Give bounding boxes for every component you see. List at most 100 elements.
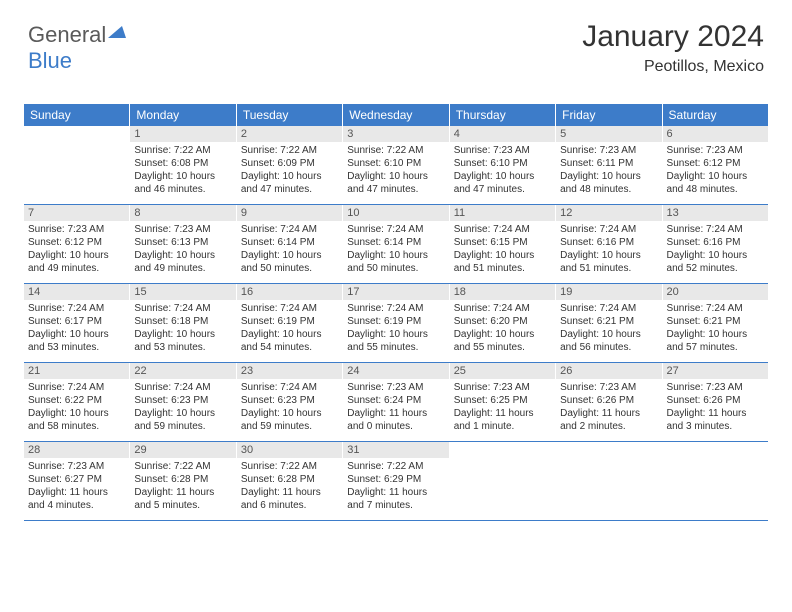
calendar-cell: 15Sunrise: 7:24 AMSunset: 6:18 PMDayligh… <box>130 284 236 362</box>
day-details: Sunrise: 7:23 AMSunset: 6:12 PMDaylight:… <box>663 142 768 200</box>
calendar-cell: 14Sunrise: 7:24 AMSunset: 6:17 PMDayligh… <box>24 284 130 362</box>
logo-triangle-icon <box>108 18 126 44</box>
logo-text-2: Blue <box>28 48 72 73</box>
calendar-cell: 26Sunrise: 7:23 AMSunset: 6:26 PMDayligh… <box>556 363 662 441</box>
header: January 2024 Peotillos, Mexico <box>582 20 764 76</box>
calendar-week: 7Sunrise: 7:23 AMSunset: 6:12 PMDaylight… <box>24 205 768 284</box>
day-details: Sunrise: 7:24 AMSunset: 6:23 PMDaylight:… <box>237 379 342 437</box>
day-number: 22 <box>130 363 235 379</box>
day-details: Sunrise: 7:24 AMSunset: 6:14 PMDaylight:… <box>343 221 448 279</box>
calendar-cell: 27Sunrise: 7:23 AMSunset: 6:26 PMDayligh… <box>663 363 768 441</box>
day-details: Sunrise: 7:24 AMSunset: 6:23 PMDaylight:… <box>130 379 235 437</box>
day-details: Sunrise: 7:23 AMSunset: 6:13 PMDaylight:… <box>130 221 235 279</box>
calendar-cell: 5Sunrise: 7:23 AMSunset: 6:11 PMDaylight… <box>556 126 662 204</box>
day-number: 6 <box>663 126 768 142</box>
calendar-cell: 25Sunrise: 7:23 AMSunset: 6:25 PMDayligh… <box>450 363 556 441</box>
weekday-label: Sunday <box>24 104 130 126</box>
calendar-cell: 4Sunrise: 7:23 AMSunset: 6:10 PMDaylight… <box>450 126 556 204</box>
calendar-cell: 13Sunrise: 7:24 AMSunset: 6:16 PMDayligh… <box>663 205 768 283</box>
calendar-cell: 23Sunrise: 7:24 AMSunset: 6:23 PMDayligh… <box>237 363 343 441</box>
day-details: Sunrise: 7:23 AMSunset: 6:26 PMDaylight:… <box>556 379 661 437</box>
calendar-cell: 12Sunrise: 7:24 AMSunset: 6:16 PMDayligh… <box>556 205 662 283</box>
calendar-cell: 24Sunrise: 7:23 AMSunset: 6:24 PMDayligh… <box>343 363 449 441</box>
logo: General Blue <box>28 18 126 74</box>
location: Peotillos, Mexico <box>582 58 764 76</box>
calendar-cell: 28Sunrise: 7:23 AMSunset: 6:27 PMDayligh… <box>24 442 130 520</box>
calendar-cell: 11Sunrise: 7:24 AMSunset: 6:15 PMDayligh… <box>450 205 556 283</box>
day-details: Sunrise: 7:23 AMSunset: 6:27 PMDaylight:… <box>24 458 129 516</box>
day-details: Sunrise: 7:22 AMSunset: 6:28 PMDaylight:… <box>237 458 342 516</box>
day-number: 2 <box>237 126 342 142</box>
calendar-cell <box>663 442 768 520</box>
calendar-cell: 22Sunrise: 7:24 AMSunset: 6:23 PMDayligh… <box>130 363 236 441</box>
day-number: 19 <box>556 284 661 300</box>
calendar-cell: 21Sunrise: 7:24 AMSunset: 6:22 PMDayligh… <box>24 363 130 441</box>
day-number: 18 <box>450 284 555 300</box>
day-number: 26 <box>556 363 661 379</box>
calendar-cell: 29Sunrise: 7:22 AMSunset: 6:28 PMDayligh… <box>130 442 236 520</box>
calendar-cell: 18Sunrise: 7:24 AMSunset: 6:20 PMDayligh… <box>450 284 556 362</box>
day-details: Sunrise: 7:24 AMSunset: 6:19 PMDaylight:… <box>343 300 448 358</box>
day-number: 8 <box>130 205 235 221</box>
calendar-cell: 8Sunrise: 7:23 AMSunset: 6:13 PMDaylight… <box>130 205 236 283</box>
day-details: Sunrise: 7:23 AMSunset: 6:11 PMDaylight:… <box>556 142 661 200</box>
day-number: 23 <box>237 363 342 379</box>
weekday-label: Tuesday <box>237 104 343 126</box>
calendar-week: 14Sunrise: 7:24 AMSunset: 6:17 PMDayligh… <box>24 284 768 363</box>
calendar-week: 21Sunrise: 7:24 AMSunset: 6:22 PMDayligh… <box>24 363 768 442</box>
day-details: Sunrise: 7:24 AMSunset: 6:15 PMDaylight:… <box>450 221 555 279</box>
calendar-cell: 9Sunrise: 7:24 AMSunset: 6:14 PMDaylight… <box>237 205 343 283</box>
day-details: Sunrise: 7:23 AMSunset: 6:25 PMDaylight:… <box>450 379 555 437</box>
day-number: 30 <box>237 442 342 458</box>
day-details: Sunrise: 7:24 AMSunset: 6:22 PMDaylight:… <box>24 379 129 437</box>
day-number: 13 <box>663 205 768 221</box>
calendar-week: 28Sunrise: 7:23 AMSunset: 6:27 PMDayligh… <box>24 442 768 521</box>
day-number: 12 <box>556 205 661 221</box>
calendar-cell: 31Sunrise: 7:22 AMSunset: 6:29 PMDayligh… <box>343 442 449 520</box>
day-details: Sunrise: 7:22 AMSunset: 6:10 PMDaylight:… <box>343 142 448 200</box>
day-number: 31 <box>343 442 448 458</box>
day-number: 15 <box>130 284 235 300</box>
day-number: 7 <box>24 205 129 221</box>
day-details: Sunrise: 7:22 AMSunset: 6:09 PMDaylight:… <box>237 142 342 200</box>
weekday-header: SundayMondayTuesdayWednesdayThursdayFrid… <box>24 104 768 126</box>
day-details: Sunrise: 7:24 AMSunset: 6:21 PMDaylight:… <box>663 300 768 358</box>
day-number: 20 <box>663 284 768 300</box>
calendar-cell: 2Sunrise: 7:22 AMSunset: 6:09 PMDaylight… <box>237 126 343 204</box>
day-number: 16 <box>237 284 342 300</box>
day-details: Sunrise: 7:23 AMSunset: 6:26 PMDaylight:… <box>663 379 768 437</box>
day-number: 21 <box>24 363 129 379</box>
day-details: Sunrise: 7:22 AMSunset: 6:29 PMDaylight:… <box>343 458 448 516</box>
calendar-week: 1Sunrise: 7:22 AMSunset: 6:08 PMDaylight… <box>24 126 768 205</box>
day-details: Sunrise: 7:24 AMSunset: 6:21 PMDaylight:… <box>556 300 661 358</box>
day-number: 4 <box>450 126 555 142</box>
day-details: Sunrise: 7:22 AMSunset: 6:28 PMDaylight:… <box>130 458 235 516</box>
day-number: 11 <box>450 205 555 221</box>
day-number: 3 <box>343 126 448 142</box>
calendar-cell: 3Sunrise: 7:22 AMSunset: 6:10 PMDaylight… <box>343 126 449 204</box>
calendar-cell: 16Sunrise: 7:24 AMSunset: 6:19 PMDayligh… <box>237 284 343 362</box>
calendar-cell: 10Sunrise: 7:24 AMSunset: 6:14 PMDayligh… <box>343 205 449 283</box>
day-number: 10 <box>343 205 448 221</box>
day-details: Sunrise: 7:24 AMSunset: 6:14 PMDaylight:… <box>237 221 342 279</box>
calendar-cell: 30Sunrise: 7:22 AMSunset: 6:28 PMDayligh… <box>237 442 343 520</box>
weekday-label: Wednesday <box>343 104 449 126</box>
day-number: 28 <box>24 442 129 458</box>
day-details: Sunrise: 7:24 AMSunset: 6:16 PMDaylight:… <box>556 221 661 279</box>
day-number: 17 <box>343 284 448 300</box>
day-details: Sunrise: 7:22 AMSunset: 6:08 PMDaylight:… <box>130 142 235 200</box>
calendar-cell: 7Sunrise: 7:23 AMSunset: 6:12 PMDaylight… <box>24 205 130 283</box>
day-details: Sunrise: 7:24 AMSunset: 6:18 PMDaylight:… <box>130 300 235 358</box>
calendar-cell <box>24 126 130 204</box>
calendar-cell: 1Sunrise: 7:22 AMSunset: 6:08 PMDaylight… <box>130 126 236 204</box>
day-number: 14 <box>24 284 129 300</box>
calendar: SundayMondayTuesdayWednesdayThursdayFrid… <box>24 104 768 521</box>
calendar-cell <box>450 442 556 520</box>
calendar-cell: 6Sunrise: 7:23 AMSunset: 6:12 PMDaylight… <box>663 126 768 204</box>
day-details: Sunrise: 7:23 AMSunset: 6:24 PMDaylight:… <box>343 379 448 437</box>
weekday-label: Friday <box>556 104 662 126</box>
day-details: Sunrise: 7:24 AMSunset: 6:17 PMDaylight:… <box>24 300 129 358</box>
day-number: 9 <box>237 205 342 221</box>
calendar-cell <box>556 442 662 520</box>
day-number: 29 <box>130 442 235 458</box>
